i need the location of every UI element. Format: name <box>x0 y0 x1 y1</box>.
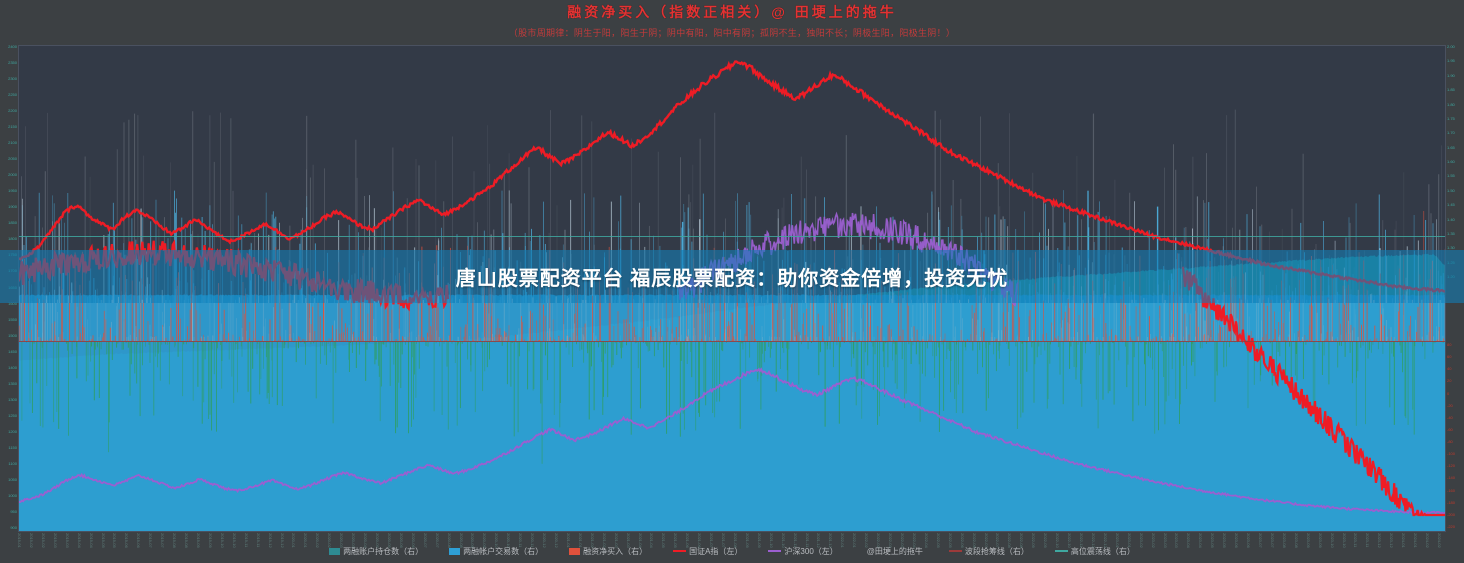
y-tick-right-top: 1.45 <box>1447 202 1455 208</box>
y-tick-left: 1300 <box>8 396 17 402</box>
legend-item[interactable]: @田埂上的拖牛 <box>864 546 923 557</box>
y-tick-right-top: 1.80 <box>1447 101 1455 107</box>
y-tick-right-top: 1.70 <box>1447 130 1455 136</box>
y-tick-right-top: 1.90 <box>1447 72 1455 78</box>
y-tick-right-bottom: 60 <box>1447 354 1452 360</box>
y-tick-left: 1950 <box>8 188 17 194</box>
legend-swatch-line-icon <box>768 550 782 552</box>
legend-swatch-line-icon <box>673 550 687 552</box>
y-tick-right-bottom: -140 <box>1447 475 1456 481</box>
y-tick-left: 1850 <box>8 220 17 226</box>
legend-item[interactable]: 国证A指（左） <box>673 546 742 557</box>
legend-item[interactable]: 两融帐户交易数（右） <box>449 546 543 557</box>
y-tick-left: 1900 <box>8 204 17 210</box>
legend-swatch-patch-icon <box>449 547 461 555</box>
legend-item[interactable]: 高位震荡线（右） <box>1054 546 1135 557</box>
promo-banner-overlay[interactable]: 唐山股票配资平台 福辰股票配资：助你资金倍增，投资无忧 <box>0 250 1464 303</box>
y-tick-right-bottom: -120 <box>1447 463 1456 469</box>
y-tick-left: 2000 <box>8 172 17 178</box>
y-tick-right-bottom: -20 <box>1447 402 1453 408</box>
y-tick-left: 1050 <box>8 476 17 482</box>
legend-item[interactable]: 融资净买入（右） <box>569 546 647 557</box>
legend-label: 两融帐户交易数（右） <box>463 546 544 556</box>
legend-label: 沪深300（左） <box>784 546 838 556</box>
y-tick-right-bottom: 0 <box>1447 390 1450 396</box>
y-tick-right-top: 1.55 <box>1447 173 1455 179</box>
y-tick-right-bottom: -60 <box>1447 426 1453 432</box>
legend-label: 融资净买入（右） <box>583 546 648 556</box>
y-tick-right-top: 1.60 <box>1447 159 1455 164</box>
line-hs300 <box>18 367 1446 515</box>
y-tick-left: 1600 <box>8 300 17 306</box>
y-tick-left: 2350 <box>8 60 17 66</box>
y-tick-left: 1800 <box>8 236 17 242</box>
y-tick-left: 2100 <box>8 140 17 146</box>
y-tick-right-top: 1.40 <box>1447 216 1455 222</box>
y-tick-left: 950 <box>10 508 17 514</box>
y-tick-left: 2150 <box>8 124 17 130</box>
reference-line-boduan <box>18 341 1446 342</box>
legend-label: @田埂上的拖牛 <box>866 546 923 556</box>
line-guozheng-a-tail <box>1181 266 1446 517</box>
y-tick-left: 1350 <box>8 380 17 386</box>
y-tick-left: 2200 <box>8 108 17 114</box>
y-tick-right-top: 1.35 <box>1447 230 1455 236</box>
y-tick-right-top: 1.75 <box>1447 115 1455 121</box>
y-tick-right-bottom: 20 <box>1447 378 1452 384</box>
y-tick-right-top: 1.50 <box>1447 187 1455 193</box>
reference-line-gaowei <box>18 236 1446 237</box>
legend-swatch-line-icon <box>948 550 962 552</box>
y-tick-right-bottom: -80 <box>1447 439 1453 445</box>
y-tick-right-top: 1.30 <box>1447 245 1455 251</box>
y-tick-left: 1450 <box>8 348 17 354</box>
y-tick-left: 1200 <box>8 428 17 434</box>
chart-title: 融资净买入（指数正相关）@ 田埂上的拖牛 <box>567 4 897 20</box>
legend-item[interactable]: 两融账户持仓数（右） <box>329 546 423 557</box>
y-tick-left: 2250 <box>8 92 17 98</box>
legend-swatch-line-icon <box>1054 550 1068 552</box>
y-tick-left: 2050 <box>8 156 17 162</box>
chart-legend: 两融账户持仓数（右） 两融帐户交易数（右） 融资净买入（右） 国证A指（左） 沪深300… <box>0 543 1464 559</box>
legend-label: 两融账户持仓数（右） <box>343 546 424 556</box>
legend-swatch-patch-icon <box>569 547 581 555</box>
y-tick-left: 1550 <box>8 316 17 322</box>
y-tick-left: 1100 <box>8 460 17 466</box>
y-tick-right-top: 1.95 <box>1447 58 1455 64</box>
legend-swatch-patch-icon <box>329 547 341 555</box>
y-tick-right-bottom: -160 <box>1447 487 1456 493</box>
legend-label: 高位震荡线（右） <box>1070 546 1135 556</box>
y-tick-right-bottom: -200 <box>1447 511 1456 517</box>
y-tick-right-bottom: 40 <box>1447 366 1452 372</box>
y-tick-left: 1150 <box>8 444 17 450</box>
y-tick-left: 1000 <box>8 492 17 498</box>
chart-subtitle: （股市周期律：阴生于阳，阳生于阴；阴中有阳，阳中有阴；孤阴不生，独阳不长；阴极生… <box>508 28 956 38</box>
legend-item[interactable]: 沪深300（左） <box>768 546 838 557</box>
y-tick-left: 2300 <box>8 76 17 82</box>
legend-label: 波段抢筹线（右） <box>964 546 1029 556</box>
y-tick-right-bottom: 80 <box>1447 342 1452 347</box>
legend-label: 国证A指（左） <box>689 546 743 556</box>
y-axis-right: 2.00 1.95 1.90 1.85 1.80 1.75 1.70 1.65 1.60 1.55… <box>1446 45 1464 532</box>
y-tick-right-bottom: -100 <box>1447 451 1456 457</box>
promo-banner-text: 唐山股票配资平台 福辰股票配资：助你资金倍增，投资无忧 <box>455 268 1009 290</box>
y-tick-right-top: 2.00 <box>1447 45 1455 49</box>
y-tick-left: 2400 <box>8 45 17 49</box>
y-tick-right-top: 1.85 <box>1447 87 1455 93</box>
y-tick-right-bottom: -180 <box>1447 499 1456 505</box>
y-tick-left: 1250 <box>8 412 17 418</box>
y-tick-right-bottom: -40 <box>1447 414 1453 420</box>
y-tick-left: 1500 <box>8 332 17 338</box>
y-tick-left: 1400 <box>8 364 17 370</box>
y-tick-right-bottom: -220 <box>1447 524 1456 529</box>
y-tick-left: 900 <box>10 525 17 530</box>
legend-item[interactable]: 波段抢筹线（右） <box>948 546 1029 557</box>
y-tick-right-top: 1.65 <box>1447 144 1455 150</box>
